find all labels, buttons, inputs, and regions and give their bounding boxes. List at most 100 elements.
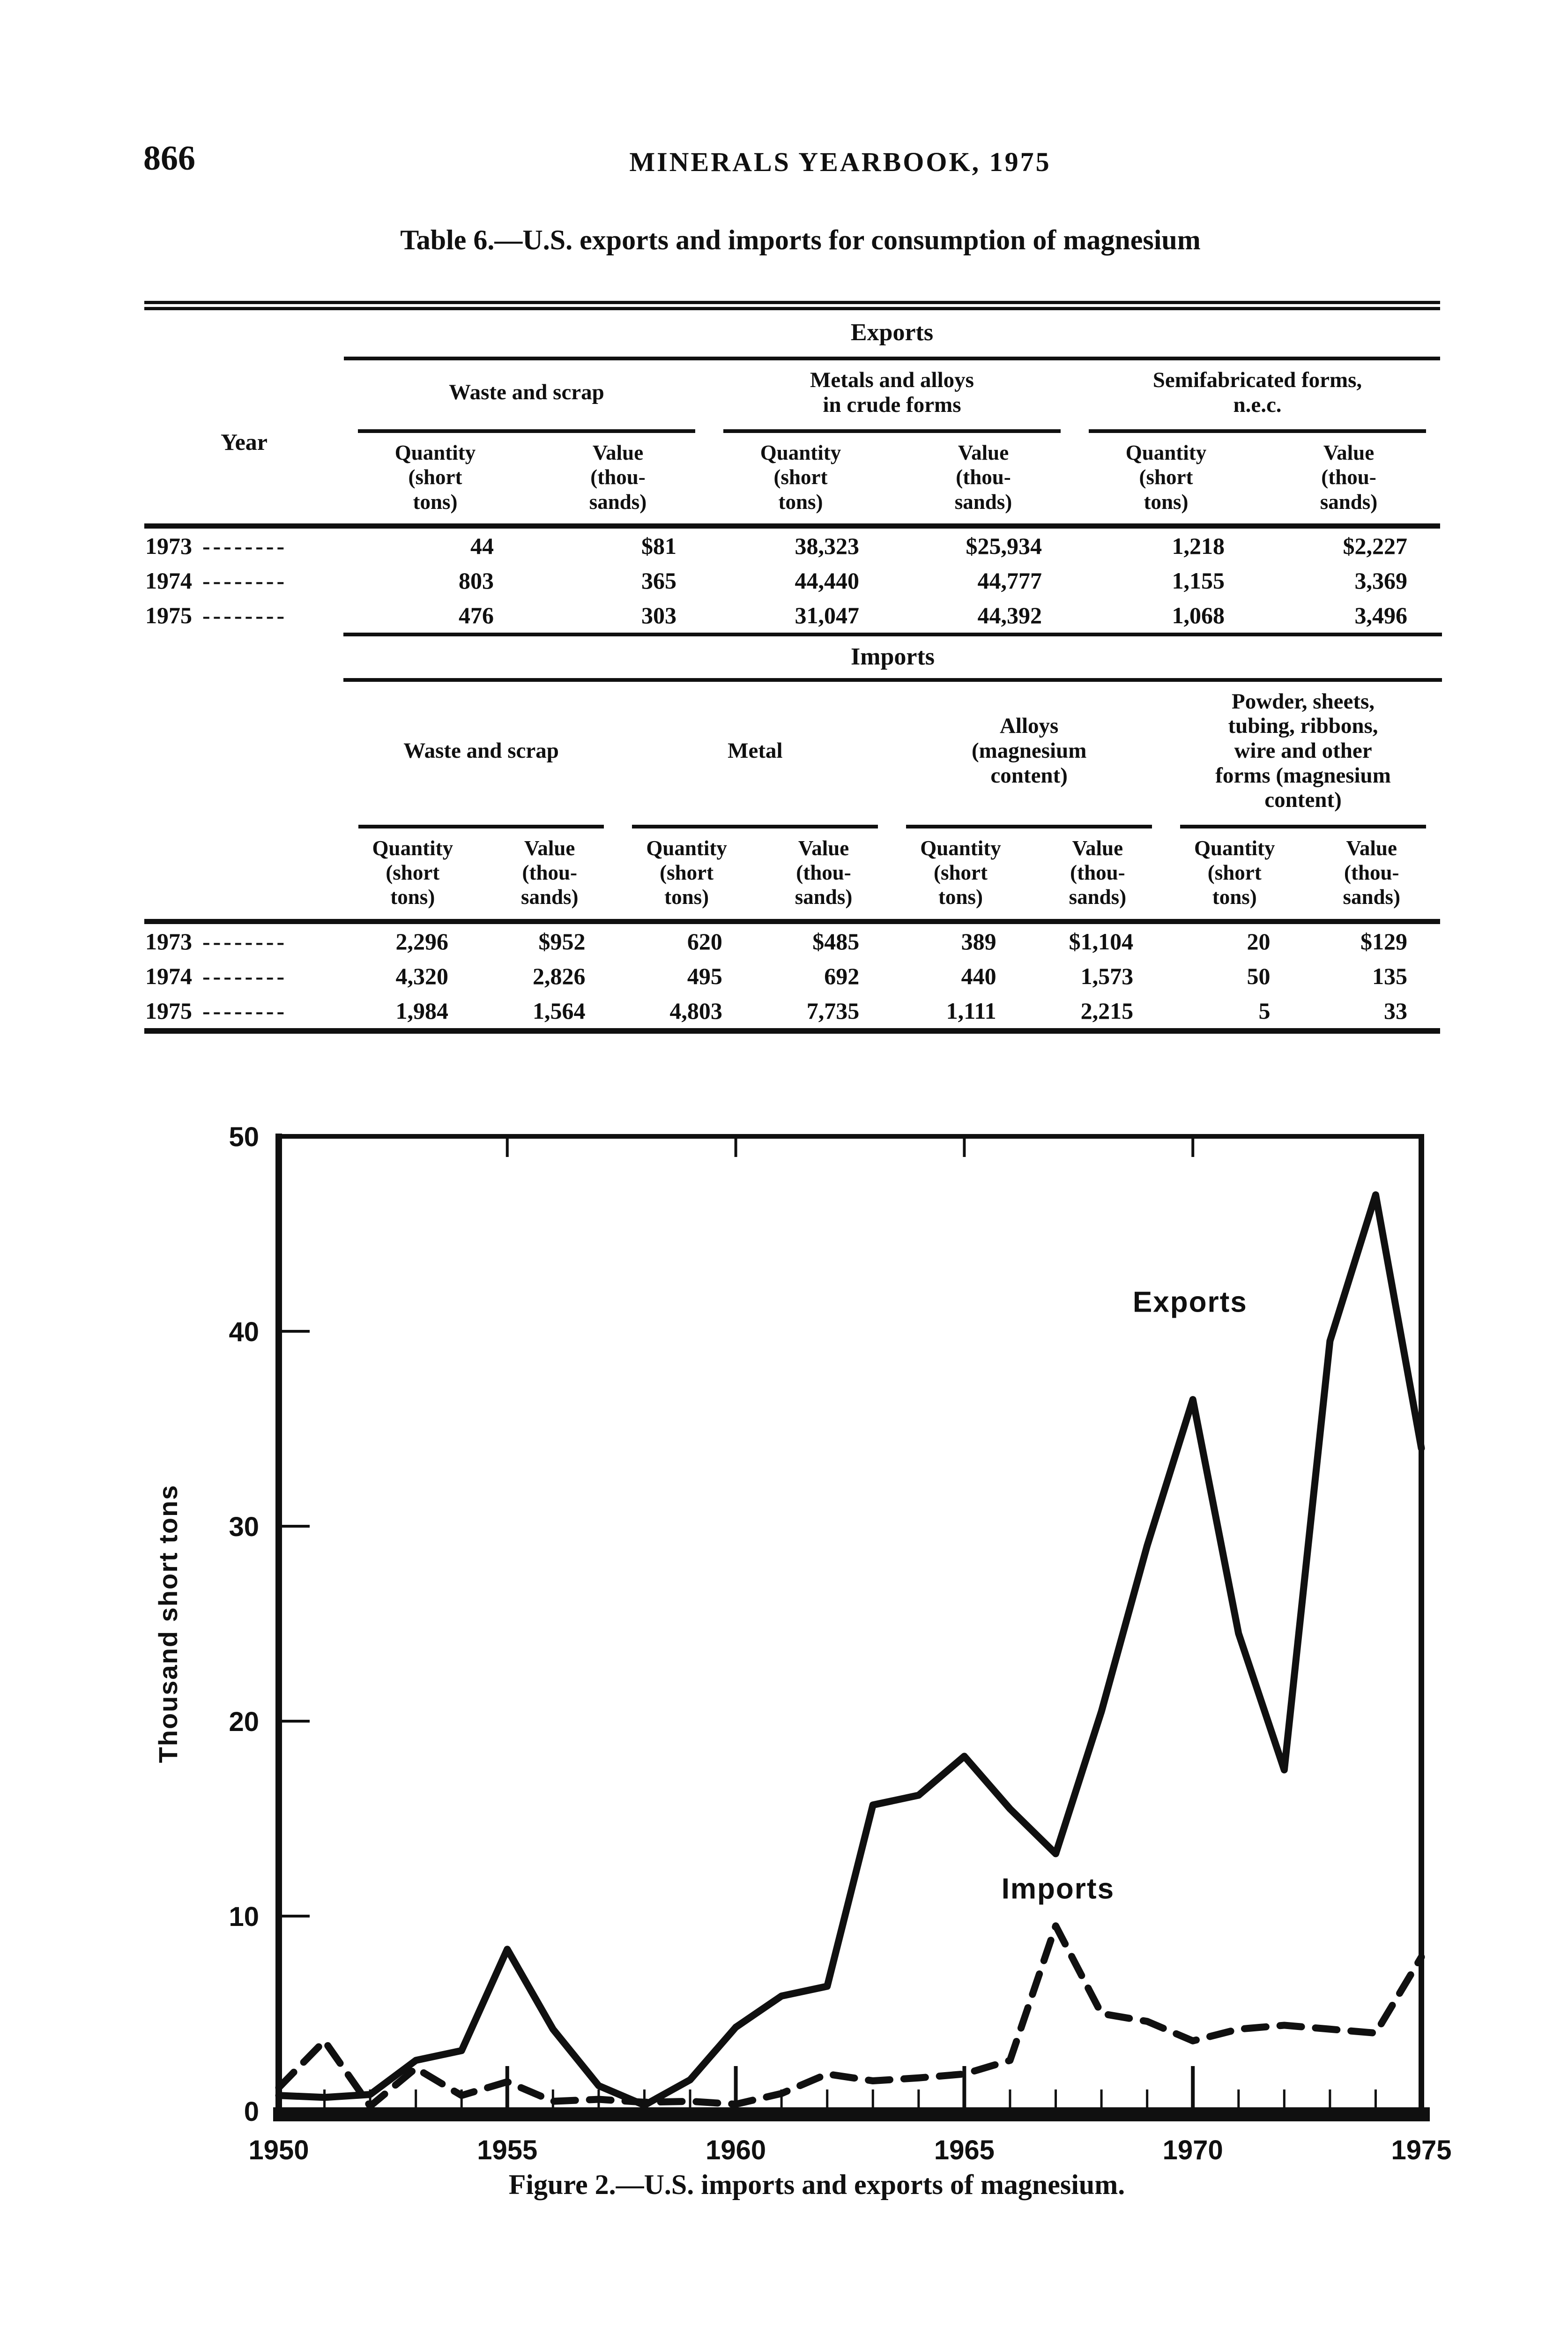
spacer-cell [144, 828, 344, 921]
y-tick-label: 0 [244, 2097, 259, 2127]
exports-group-row: Year Waste and scrap Metals and alloys i… [144, 360, 1440, 529]
value-cell: 1,218 [1172, 532, 1225, 559]
y-tick-label: 40 [229, 1317, 259, 1347]
exports-line [275, 1191, 1425, 2109]
imports-label: Imports [1002, 1873, 1115, 1905]
quantity-header: Quantity (short tons) [1166, 828, 1303, 924]
table-row: 1975 -------- 1,984 1,564 4,803 7,735 1,111 2,2… [144, 993, 1440, 1031]
value-cell: 38,323 [795, 532, 860, 559]
value-cell: 1,111 [946, 997, 996, 1024]
exports-section-row: Exports [144, 306, 1440, 360]
value-cell: 476 [459, 602, 494, 628]
x-tick-label: 1975 [1391, 2135, 1451, 2165]
year-cell: 1974 -------- [145, 963, 288, 989]
value-cell: 2,296 [395, 928, 449, 955]
value-cell: 495 [687, 963, 722, 989]
figure-caption: Figure 2.—U.S. imports and exports of ma… [508, 2169, 1125, 2200]
quantity-header: Quantity (short tons) [1125, 441, 1207, 514]
exports-label: Exports [1133, 1286, 1248, 1318]
value-cell: 135 [1372, 963, 1407, 989]
imports-section-label: Imports [850, 643, 935, 670]
year-cell: 1973 -------- [145, 928, 288, 955]
value-cell: 803 [459, 567, 494, 594]
imports-tbody: 1973 -------- 2,296 $952 620 $485 389 $1,104 20 $… [144, 921, 1440, 1031]
quantity-header: Quantity (short tons) [618, 828, 755, 924]
value-cell: 3,496 [1354, 602, 1408, 628]
imports-colhead-row: Quantity (short tons) Value (thou- sands… [144, 828, 1440, 924]
group-metals-and-alloys: Metals and alloys in crude forms [709, 360, 1075, 433]
leader-dashes: -------- [202, 532, 288, 559]
value-cell: 20 [1247, 928, 1271, 955]
x-tick-label: 1955 [477, 2135, 537, 2165]
value-cell: 31,047 [795, 602, 860, 628]
imports-line [275, 1922, 1425, 2110]
value-cell: 7,735 [806, 997, 860, 1024]
group-powder-sheets: Powder, sheets, tubing, ribbons, wire an… [1166, 682, 1440, 829]
running-title: MINERALS YEARBOOK, 1975 [629, 147, 1051, 177]
imports-table: Waste and scrap Metal Alloys (magnesium … [144, 682, 1440, 1034]
value-cell: 303 [641, 602, 676, 628]
leader-dashes: -------- [202, 963, 288, 989]
value-cell: $25,934 [966, 532, 1042, 559]
quantity-header: Quantity (short tons) [394, 441, 476, 514]
group-waste-and-scrap: Waste and scrap [344, 682, 618, 829]
table-row: 1975 -------- 476 303 31,047 44,392 1,068 3,496 [144, 598, 1440, 633]
year-cell: 1975 -------- [145, 602, 288, 628]
y-tick-label: 50 [229, 1122, 259, 1152]
value-cell: 389 [961, 928, 996, 955]
quantity-header: Quantity (short tons) [892, 828, 1029, 924]
value-cell: 1,155 [1172, 567, 1225, 594]
table-title: Table 6.—U.S. exports and imports for co… [400, 224, 1201, 255]
leader-dashes: -------- [202, 567, 288, 594]
exports-tbody: 1973 -------- 44 $81 38,323 $25,934 1,218 $2,22… [144, 526, 1440, 633]
y-axis-title: Thousand short tons [153, 1485, 183, 1763]
leader-dashes: -------- [202, 602, 288, 628]
imports-top-rule [343, 632, 1442, 636]
leader-dashes: -------- [202, 928, 288, 955]
value-header: Value (thou- sands) [589, 441, 647, 514]
quantity-header: Quantity (short tons) [344, 828, 482, 924]
value-header: Value (thou- sands) [1029, 828, 1167, 924]
value-cell: $485 [812, 928, 860, 955]
value-cell: $81 [641, 532, 676, 559]
value-cell: 692 [824, 963, 860, 989]
spacer-cell [144, 306, 344, 360]
exports-colhead-row: Quantity (short tons) Value (thou- sands… [144, 433, 1440, 526]
group-semifabricated-forms: Semifabricated forms, n.e.c. [1075, 360, 1440, 433]
value-cell: $952 [538, 928, 586, 955]
y-tick-label: 10 [229, 1902, 259, 1932]
table-row: 1973 -------- 2,296 $952 620 $485 389 $1,104 20 $… [144, 921, 1440, 959]
value-cell: 44,777 [977, 567, 1042, 594]
value-cell: 44,392 [977, 602, 1042, 628]
year-column-header: Year [144, 360, 344, 529]
value-header: Value (thou- sands) [1320, 441, 1378, 514]
value-cell: $129 [1360, 928, 1407, 955]
table-row: 1974 -------- 803 365 44,440 44,777 1,155 3,369 [144, 563, 1440, 598]
value-header: Value (thou- sands) [954, 441, 1012, 514]
group-metal: Metal [618, 682, 892, 829]
y-tick-label: 30 [229, 1512, 259, 1542]
value-cell: 620 [687, 928, 722, 955]
value-cell: 440 [961, 963, 996, 989]
value-cell: 44 [470, 532, 494, 559]
x-tick-label: 1965 [934, 2135, 995, 2165]
value-cell: 4,320 [395, 963, 449, 989]
leader-dashes: -------- [202, 997, 288, 1024]
imports-bottom-rule [343, 678, 1442, 682]
x-tick-label: 1970 [1163, 2135, 1223, 2165]
value-cell: $1,104 [1069, 928, 1134, 955]
value-cell: 1,564 [532, 997, 586, 1024]
value-cell: 5 [1258, 997, 1271, 1024]
value-cell: 1,984 [395, 997, 449, 1024]
exports-section-label: Exports [344, 306, 1440, 360]
value-cell: 50 [1247, 963, 1271, 989]
value-cell: 33 [1384, 997, 1407, 1024]
value-cell: 2,215 [1080, 997, 1134, 1024]
group-alloys: Alloys (magnesium content) [892, 682, 1166, 829]
value-header: Value (thou- sands) [1303, 828, 1440, 924]
figure-chart: 0 10 20 30 40 50 1950 1955 1960 1965 1970 1975 Thous… [153, 1122, 1452, 2165]
year-cell: 1973 -------- [145, 532, 288, 559]
x-tick-label: 1960 [706, 2135, 766, 2165]
value-cell: 44,440 [795, 567, 860, 594]
